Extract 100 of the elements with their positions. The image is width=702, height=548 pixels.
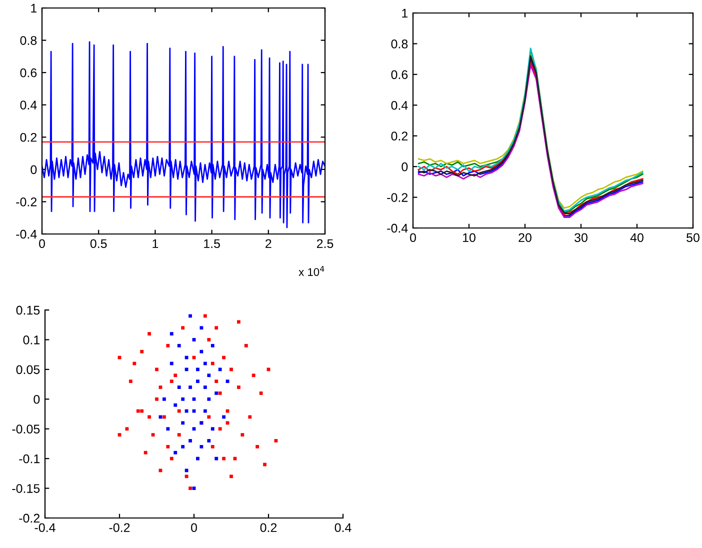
point <box>140 409 144 413</box>
point <box>210 344 214 348</box>
y-tick-label: 0.2 <box>20 132 37 142</box>
point <box>166 427 170 431</box>
y-tick-label: 0 <box>34 394 40 404</box>
point <box>259 392 263 395</box>
point <box>207 439 211 442</box>
point <box>184 356 188 360</box>
x-tick-label: 10 <box>463 233 476 242</box>
point <box>200 350 204 354</box>
y-tick-label: -0.2 <box>16 198 37 206</box>
point <box>188 386 192 389</box>
point <box>181 397 185 401</box>
point <box>226 421 230 425</box>
point <box>181 421 185 425</box>
point <box>158 386 162 389</box>
point <box>266 368 270 372</box>
point <box>177 433 181 436</box>
point <box>222 356 226 360</box>
point <box>184 409 188 413</box>
point <box>166 444 170 448</box>
y-tick-label: -0.1 <box>19 454 40 464</box>
y-tick-label: 0 <box>30 165 37 174</box>
point <box>192 338 196 342</box>
x-tick-label: 0 <box>410 233 416 242</box>
point <box>174 374 178 378</box>
point <box>177 344 181 348</box>
point <box>196 368 200 372</box>
point <box>188 439 192 442</box>
point <box>203 409 207 413</box>
y-tick-label: -0.4 <box>387 224 408 233</box>
point <box>207 374 211 378</box>
text: x 10$^{4}$ <box>298 266 324 276</box>
point <box>196 456 200 460</box>
point <box>170 380 174 384</box>
point <box>170 456 174 460</box>
point <box>230 474 233 478</box>
point <box>203 362 207 366</box>
point <box>210 427 214 431</box>
point <box>207 338 211 342</box>
x-tick-label: 1.5 <box>204 239 220 248</box>
x-tick-label: 40 <box>630 233 644 242</box>
point <box>200 326 204 330</box>
y-tick-label: 0.8 <box>391 40 408 48</box>
point <box>210 362 214 366</box>
point <box>218 368 222 372</box>
x-tick-label: -0.2 <box>109 523 130 532</box>
point <box>125 427 129 431</box>
y-tick-label: 0.4 <box>391 100 408 110</box>
point <box>192 397 196 401</box>
point <box>181 326 185 330</box>
point <box>151 433 155 436</box>
y-tick-label: 0.05 <box>16 365 40 374</box>
point <box>274 439 278 442</box>
point <box>162 397 166 401</box>
x-tick-label: 0 <box>191 523 197 532</box>
point <box>184 468 188 472</box>
point <box>162 415 166 419</box>
point <box>155 397 158 401</box>
point <box>155 368 158 372</box>
point <box>174 403 178 407</box>
x-tick-label: 0.2 <box>260 523 277 532</box>
y-tick-label: 0.2 <box>391 132 408 141</box>
y-tick-label: -0.2 <box>19 514 40 523</box>
point <box>218 427 222 431</box>
y-tick-label: 1 <box>402 8 408 18</box>
y-tick-label: 0.8 <box>20 36 37 45</box>
x-tick-label: 1 <box>152 239 158 248</box>
y-tick-label: 0.6 <box>20 68 37 78</box>
point <box>170 332 174 336</box>
point <box>226 380 230 384</box>
point <box>203 386 207 389</box>
point <box>196 380 200 384</box>
point <box>188 314 192 318</box>
point <box>184 474 188 478</box>
y-tick-label: 0 <box>402 162 408 172</box>
x-tick-label: 20 <box>518 233 532 242</box>
point <box>256 444 260 448</box>
line-series <box>42 41 325 228</box>
point <box>214 456 218 460</box>
point <box>207 415 211 419</box>
x-tick-label: 2.5 <box>316 239 334 248</box>
point <box>170 362 174 366</box>
point <box>181 444 185 448</box>
point <box>233 456 237 460</box>
x-tick-label: 50 <box>686 233 700 242</box>
point <box>192 427 196 431</box>
y-tick-label: 0.6 <box>391 70 408 80</box>
point <box>244 344 248 348</box>
y-tick-label: -0.05 <box>12 424 40 434</box>
point <box>136 409 140 413</box>
x-tick-label: 30 <box>574 233 588 242</box>
point <box>118 433 122 436</box>
x-tick-label: 2 <box>266 239 272 248</box>
point <box>192 486 196 490</box>
y-tick-label: 0.15 <box>16 306 40 315</box>
point <box>128 380 132 384</box>
x-tick-label: 0.4 <box>334 523 352 532</box>
point <box>144 450 148 454</box>
point <box>148 332 151 336</box>
